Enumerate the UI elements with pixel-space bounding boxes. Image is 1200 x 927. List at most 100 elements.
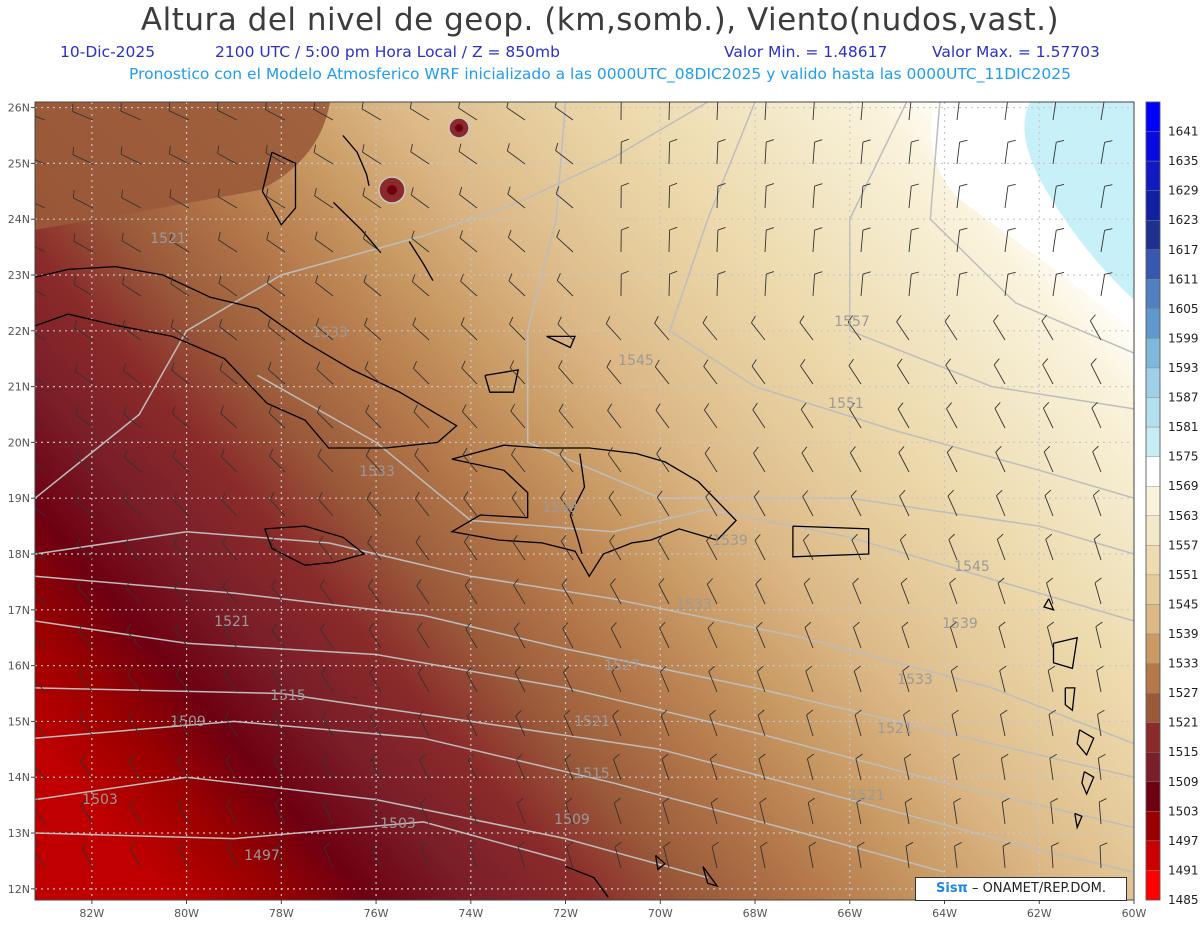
wind-barb-flag [755,577,762,585]
contour-label: 1503 [82,792,118,808]
colorbar-label: 1605 [1168,302,1199,316]
wind-barb-flag [171,362,175,371]
wind-barb [800,409,814,429]
wind-barb [73,240,94,253]
wind-barb-flag [173,492,178,501]
wind-barb-flag [418,710,425,717]
lon-label: 80W [174,907,199,920]
wind-barb [947,495,958,517]
wind-barb [1097,714,1102,737]
wind-barb [270,542,286,561]
wind-barb [562,628,574,649]
wind-barb-flag [766,227,775,231]
wind-barb [122,327,142,341]
wind-barb-flag [173,536,178,545]
wind-barb [362,195,382,209]
wind-barb [668,185,671,209]
wind-barb [812,186,816,209]
wind-barb [566,846,574,869]
wind-barb [314,238,334,253]
wind-barb-flag [896,314,902,323]
colorbar-label: 1617 [1168,243,1199,257]
wind-barb [72,111,94,121]
contour-label: 1545 [618,353,654,369]
wind-barb [35,765,46,781]
wind-barb-flag [1104,272,1113,275]
wind-barb [668,102,670,121]
contour-label: 1533 [676,597,712,613]
contour-label: 1551 [828,396,864,412]
wind-barb-flag [899,490,906,497]
colorbar-label: 1539 [1168,627,1199,641]
wind-barb-flag [902,665,910,672]
wind-barb-flag [951,709,959,715]
wind-barb [120,110,142,121]
wind-barb [806,758,814,781]
wind-barb-flag [800,402,807,410]
wind-barb [812,142,816,165]
wind-barb [223,630,238,649]
wind-barb-flag [711,841,719,847]
wind-barb-flag [506,143,510,152]
wind-barb [659,627,670,649]
lon-label: 76W [364,907,389,920]
wind-barb [1041,320,1054,341]
wind-barbs [29,102,1113,869]
wind-barb [225,760,238,781]
wind-barb [751,322,766,341]
wind-barb [372,847,382,869]
wind-barb [1052,102,1057,121]
wind-barb-flag [223,623,229,631]
wind-barb-flag [994,402,1001,409]
wind-barb [411,281,430,297]
wind-barb [752,409,766,429]
wind-barb [1002,846,1006,869]
contour-label: 1509 [554,812,590,828]
wind-barb [612,715,622,737]
wind-barb [996,539,1006,561]
wind-barb [613,802,622,825]
wind-barb [1093,538,1102,561]
wind-barb-flag [1007,139,1016,143]
wind-barb [556,280,574,297]
wind-barb-flag [669,270,678,275]
wind-barb [860,186,864,209]
wind-barb-flag [1097,709,1105,715]
coastline [1052,636,1078,670]
wind-barb [764,186,767,209]
wind-barb [951,714,958,737]
wind-barb [856,802,862,825]
wind-barb [753,496,766,517]
wind-barb [1000,758,1006,781]
wind-barb-flag [29,538,32,545]
wind-barb-flag [996,533,1004,540]
wind-barb [275,847,286,869]
colorbar-label: 1563 [1168,509,1199,523]
wind-barb [660,715,670,737]
wind-barb-flag [1104,228,1113,231]
wind-barb-flag [125,580,131,588]
wind-barb-flag [605,316,611,324]
wind-barb [1042,364,1054,385]
wind-barb [80,761,94,781]
wind-barb [74,370,94,385]
wind-barb-flag [226,798,233,805]
wind-barb [514,672,526,693]
wind-barb-flag [169,232,173,241]
colorbar-swatch [1145,515,1161,546]
wind-barb-flag [561,578,568,586]
wind-barb-flag [35,842,39,849]
wind-barb-flag [464,535,470,543]
wind-barb [557,323,574,341]
map-title: Altura del nivel de geop. (km,somb.), Vi… [140,2,1060,38]
wind-barb-flag [814,227,823,231]
wind-barb-flag [802,490,809,497]
wind-barb [1004,274,1009,297]
wind-barb-flag [717,183,726,187]
wind-barb-flag [224,667,230,675]
wind-barb [609,540,622,561]
wind-barb-flag [126,623,132,632]
wind-barb [367,585,382,605]
wind-barb [416,629,430,649]
wind-barb-flag [555,186,560,195]
